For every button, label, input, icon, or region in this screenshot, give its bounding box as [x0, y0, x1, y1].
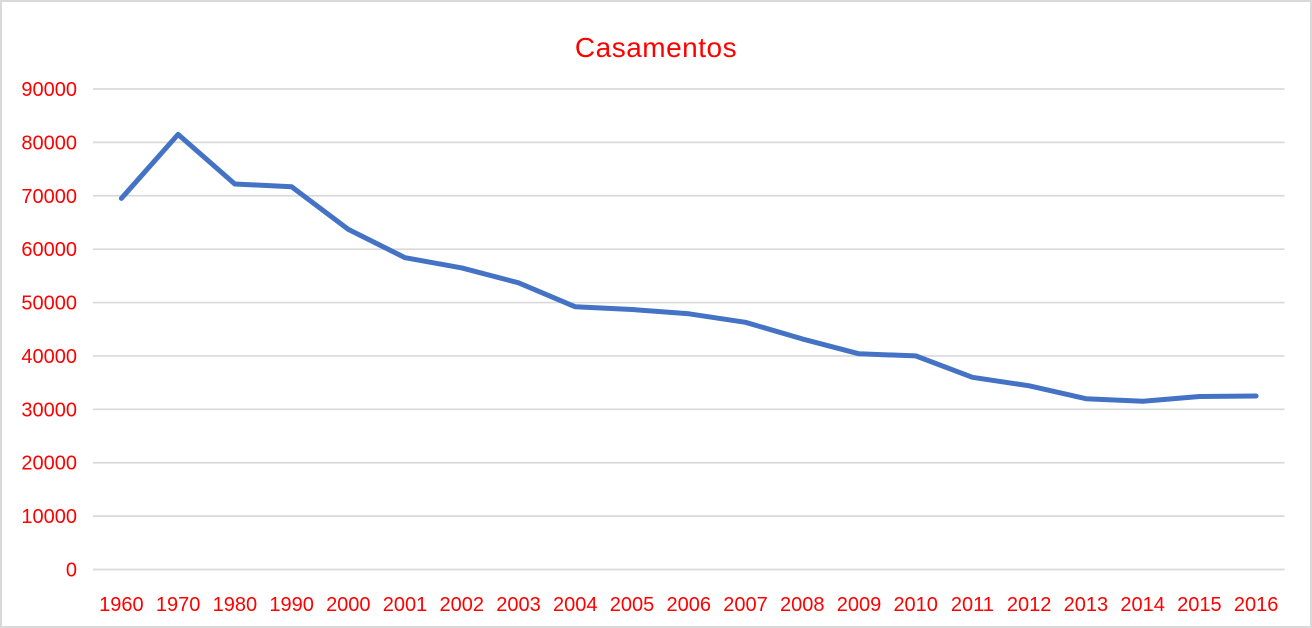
- y-axis-tick-label: 70000: [21, 186, 77, 208]
- x-axis-tick-label: 2016: [1234, 594, 1279, 616]
- x-axis-tick-label: 2015: [1177, 594, 1222, 616]
- x-axis-tick-label: 2008: [780, 594, 825, 616]
- y-axis-tick-label: 90000: [21, 79, 77, 101]
- x-axis-tick-label: 2005: [610, 594, 655, 616]
- x-axis-tick-label: 2006: [667, 594, 712, 616]
- data-series-line: [118, 131, 1259, 404]
- chart-title: Casamentos: [574, 32, 738, 63]
- y-axis-tick-label: 80000: [21, 132, 77, 154]
- x-axis-tick-label: 2007: [723, 594, 768, 616]
- y-axis-tick-label: 20000: [21, 453, 77, 475]
- y-axis-tick-label: 30000: [21, 399, 77, 421]
- x-axis-tick-label: 2004: [553, 594, 598, 616]
- x-axis-tick-label: 1990: [269, 594, 314, 616]
- y-axis-tick-label: 40000: [21, 346, 77, 368]
- y-axis-tick-label: 10000: [21, 506, 77, 528]
- x-axis-tick-label: 2013: [1064, 594, 1109, 616]
- x-axis-tick-label: 2011: [951, 594, 994, 616]
- y-axis-tick-label: 50000: [21, 293, 77, 315]
- x-axis-tick-label: 1980: [213, 594, 258, 616]
- x-axis-tick-label: 2003: [496, 594, 541, 616]
- x-axis-tick-label: 2009: [837, 594, 882, 616]
- x-axis-tick-label: 2010: [893, 594, 938, 616]
- x-axis-tick-label: 2000: [326, 594, 371, 616]
- x-axis-tick-label: 2002: [440, 594, 485, 616]
- x-axis-tick-label: 1960: [99, 594, 144, 616]
- x-axis-tick-label: 2012: [1007, 594, 1052, 616]
- x-axis-tick-label: 2014: [1120, 594, 1165, 616]
- x-axis-tick-label: 2001: [383, 594, 428, 616]
- y-axis-tick-label: 60000: [21, 239, 77, 261]
- x-axis-tick-label: 1970: [156, 594, 201, 616]
- y-axis-tick-label: 0: [66, 560, 77, 582]
